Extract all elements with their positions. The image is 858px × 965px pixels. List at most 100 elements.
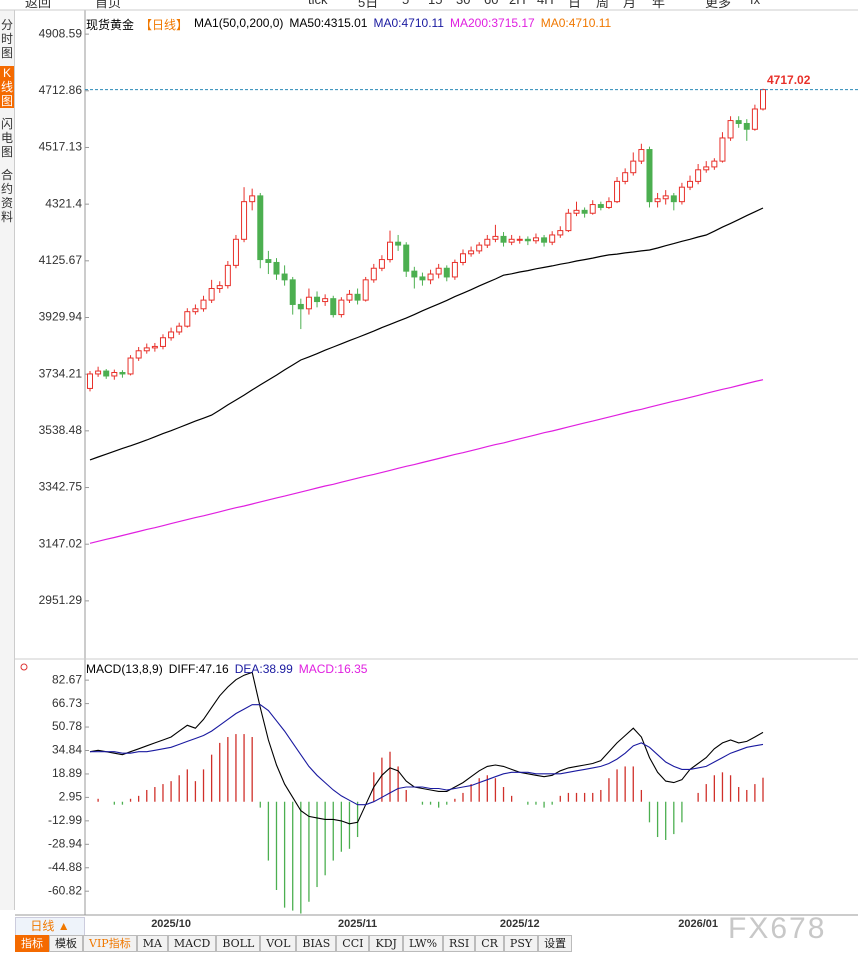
candle-body [557,230,564,236]
indicator-tab[interactable]: BIAS [296,935,337,952]
toolbar-item[interactable]: 4H [537,0,554,7]
toolbar-item[interactable]: 30 [456,0,470,7]
y-tick-label: 4321.4 [45,196,82,210]
candle-body [597,204,604,208]
toolbar-item[interactable]: 15 [428,0,442,7]
sidebar-bg [0,10,15,910]
sidebar-tab[interactable]: 分时图 [0,18,13,60]
sidebar-tab[interactable]: 合约资料 [0,168,13,224]
y-tick-label: 82.67 [52,672,82,686]
candle-body [500,235,507,243]
candle-body [727,120,734,139]
candle-body [508,238,515,243]
candle-body [305,296,312,310]
candle-body [143,347,150,352]
watermark: FX678 [728,912,827,945]
indicator-tab[interactable]: RSI [443,935,476,952]
candle-body [151,345,158,349]
toolbar-item[interactable]: 60 [484,0,498,7]
candle-body [678,186,685,203]
y-tick-label: 2.95 [59,790,83,804]
toolbar-item[interactable]: tick [308,0,328,7]
y-tick-label: 4517.13 [39,140,83,154]
y-tick-label: 4712.86 [39,83,83,97]
indicator-tab[interactable]: PSY [503,935,539,952]
candle-body [338,299,345,316]
indicator-tab[interactable]: LW% [402,935,444,952]
candle-body [589,204,596,214]
toolbar-item[interactable]: 5 [402,0,409,7]
indicator-tab[interactable]: VOL [260,935,297,952]
toolbar-item[interactable]: 周 [596,0,610,10]
candle-body [297,303,304,310]
period-button[interactable]: 日线 ▲ [15,917,85,936]
candle-body [127,357,134,375]
x-tick-label: 2025/12 [500,918,540,930]
candle-body [614,180,621,203]
toolbar-item[interactable]: 日 [568,0,582,10]
candle-body [419,276,426,281]
toolbar-item[interactable]: 更多 [705,0,732,10]
candle-body [257,195,264,261]
indicator-tab[interactable]: 设置 [538,935,573,952]
instrument-title: 现货黄金 [86,18,135,32]
candle-body [743,122,750,130]
indicator-tab[interactable]: KDJ [369,935,403,952]
candle-body [200,299,207,310]
candle-body [249,195,256,203]
toolbar-item[interactable]: 首页 [95,0,122,10]
candle-body [549,234,556,243]
y-tick-label: 3929.94 [39,310,83,324]
candle-body [216,285,223,290]
candle-body [224,264,231,287]
candle-body [265,259,272,263]
indicator-tab[interactable]: 模板 [49,935,83,952]
candle-body [630,160,637,174]
indicator-tab[interactable]: VIP指标 [83,935,137,952]
toolbar-item[interactable]: 2H [509,0,526,7]
toolbar-item[interactable]: 返回 [25,0,52,10]
candle-body [184,311,191,327]
y-tick-label: 4125.67 [39,253,83,267]
y-tick-label: 3342.75 [39,480,83,494]
ma-line [89,207,764,461]
x-tick-label: 2025/10 [151,918,191,930]
candle-body [573,209,580,214]
sidebar-tab[interactable]: K线图 [0,66,14,108]
last-price-label: 4717.02 [767,73,811,87]
toolbar-item[interactable]: 年 [652,0,666,10]
candle-body [387,241,394,261]
candle-body [719,137,726,162]
sidebar-tab[interactable]: 闪电图 [0,117,13,159]
indicator-tab[interactable]: CCI [336,935,370,952]
indicator-tab[interactable]: 指标 [15,935,49,952]
y-tick-label: 2951.29 [39,593,83,607]
candle-body [622,172,629,182]
settings-icon[interactable] [20,663,28,671]
y-tick-label: 66.73 [52,696,82,710]
y-tick-label: -12.99 [48,813,82,827]
indicator-tab[interactable]: CR [475,935,504,952]
candle-body [281,273,288,281]
candle-body [524,238,531,242]
candle-body [703,166,710,171]
candle-body [468,250,475,255]
indicator-tab[interactable]: BOLL [216,935,261,952]
toolbar-item[interactable]: fx [750,0,760,7]
toolbar-item[interactable]: 月 [623,0,637,10]
candle-body [751,108,758,130]
candle-body [354,293,361,301]
candle-body [541,237,548,243]
candle-body [565,212,572,232]
indicator-tab[interactable]: MA [136,935,168,952]
candle-body [378,259,385,269]
toolbar-item[interactable]: 5日 [358,0,379,10]
indicator-tab[interactable]: MACD [167,935,217,952]
candle-body [646,149,653,203]
candle-body [192,308,199,313]
header-text: MA1(50,0,200,0) [194,16,284,30]
candle-body [670,195,677,203]
candle-body [273,261,280,275]
